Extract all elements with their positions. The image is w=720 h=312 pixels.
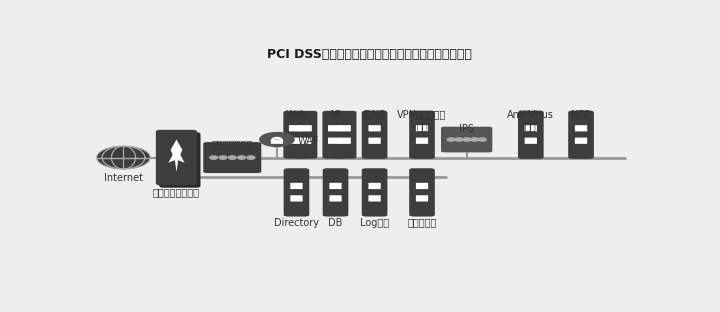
- Text: DB: DB: [328, 218, 343, 228]
- FancyBboxPatch shape: [369, 195, 381, 202]
- Text: Directory: Directory: [274, 218, 319, 228]
- FancyBboxPatch shape: [284, 111, 307, 158]
- Circle shape: [219, 156, 227, 159]
- Text: Anti-Virus
管理: Anti-Virus 管理: [508, 110, 554, 131]
- FancyBboxPatch shape: [203, 142, 261, 173]
- Text: Log保存: Log保存: [360, 218, 389, 228]
- FancyBboxPatch shape: [416, 125, 428, 131]
- Circle shape: [238, 156, 246, 159]
- FancyBboxPatch shape: [361, 110, 387, 159]
- FancyBboxPatch shape: [409, 168, 435, 217]
- FancyBboxPatch shape: [361, 168, 387, 217]
- Text: NTP: NTP: [572, 110, 590, 119]
- FancyBboxPatch shape: [328, 125, 341, 131]
- FancyBboxPatch shape: [525, 125, 537, 131]
- FancyBboxPatch shape: [284, 168, 310, 217]
- Circle shape: [96, 146, 150, 169]
- FancyBboxPatch shape: [290, 195, 302, 202]
- Circle shape: [471, 138, 478, 141]
- Text: VPN／モバイル
認証: VPN／モバイル 認証: [397, 110, 446, 131]
- Text: Web: Web: [286, 110, 307, 119]
- FancyBboxPatch shape: [369, 125, 381, 131]
- FancyBboxPatch shape: [369, 138, 381, 144]
- Text: ロードバランサ: ロードバランサ: [212, 139, 253, 149]
- FancyBboxPatch shape: [338, 125, 351, 131]
- FancyBboxPatch shape: [329, 183, 342, 189]
- FancyBboxPatch shape: [329, 195, 342, 202]
- Text: 改ざん検知: 改ざん検知: [408, 218, 437, 228]
- FancyBboxPatch shape: [156, 130, 197, 185]
- Circle shape: [463, 138, 471, 141]
- Circle shape: [455, 138, 463, 141]
- FancyBboxPatch shape: [289, 138, 301, 144]
- FancyBboxPatch shape: [525, 138, 537, 144]
- FancyBboxPatch shape: [159, 132, 200, 188]
- Text: AP: AP: [329, 110, 342, 119]
- FancyBboxPatch shape: [323, 168, 348, 217]
- FancyBboxPatch shape: [416, 138, 428, 144]
- FancyBboxPatch shape: [333, 111, 356, 158]
- FancyBboxPatch shape: [300, 138, 312, 144]
- FancyBboxPatch shape: [416, 195, 428, 202]
- FancyBboxPatch shape: [338, 138, 351, 144]
- FancyBboxPatch shape: [289, 125, 301, 131]
- Text: WAF: WAF: [298, 136, 320, 146]
- FancyBboxPatch shape: [575, 138, 588, 144]
- FancyBboxPatch shape: [271, 139, 283, 144]
- FancyBboxPatch shape: [300, 125, 312, 131]
- Circle shape: [447, 138, 455, 141]
- Circle shape: [259, 132, 294, 147]
- Text: Internet: Internet: [104, 173, 143, 183]
- Circle shape: [247, 156, 255, 159]
- FancyBboxPatch shape: [323, 111, 346, 158]
- FancyBboxPatch shape: [441, 127, 492, 152]
- FancyBboxPatch shape: [416, 183, 428, 189]
- FancyBboxPatch shape: [294, 111, 318, 158]
- Circle shape: [478, 138, 486, 141]
- Text: DNS: DNS: [364, 110, 385, 119]
- FancyBboxPatch shape: [290, 183, 302, 189]
- FancyBboxPatch shape: [575, 125, 588, 131]
- Text: PCI DSSに準拠する際に必要な一般的なシステム構成: PCI DSSに準拠する際に必要な一般的なシステム構成: [266, 48, 472, 61]
- Text: IPS: IPS: [459, 124, 474, 134]
- Circle shape: [210, 156, 217, 159]
- Circle shape: [228, 156, 236, 159]
- FancyBboxPatch shape: [409, 110, 435, 159]
- Text: ファイアウォール: ファイアウォール: [153, 188, 200, 197]
- FancyBboxPatch shape: [369, 183, 381, 189]
- Polygon shape: [168, 139, 184, 172]
- FancyBboxPatch shape: [568, 110, 594, 159]
- FancyBboxPatch shape: [328, 138, 341, 144]
- FancyBboxPatch shape: [518, 110, 544, 159]
